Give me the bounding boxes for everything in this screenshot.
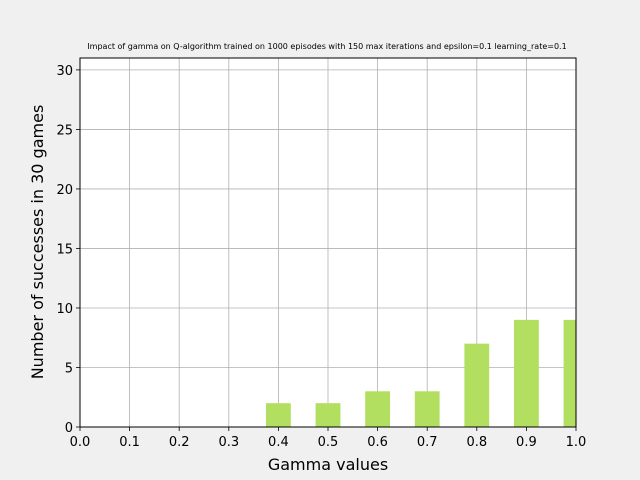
bar [266, 403, 291, 427]
bar [365, 391, 390, 427]
x-axis-ticks: 0.0 0.1 0.2 0.3 0.4 0.5 0.6 0.7 0.8 0.9 1.0 [70, 427, 587, 450]
y-tick-label: 15 [56, 242, 73, 257]
x-axis-label: Gamma values [268, 455, 388, 474]
y-tick-label: 5 [65, 361, 73, 376]
bars [266, 319, 576, 427]
x-tick-label: 0.5 [318, 435, 339, 450]
x-tick-label: 1.0 [566, 435, 587, 450]
x-tick-label: 0.3 [218, 435, 239, 450]
x-tick-label: 0.1 [119, 435, 140, 450]
x-tick-label: 0.4 [268, 435, 289, 450]
x-tick-label: 0.8 [466, 435, 487, 450]
bar [514, 319, 539, 427]
y-tick-label: 25 [56, 123, 73, 138]
x-tick-label: 0.0 [70, 435, 91, 450]
x-tick-label: 0.2 [169, 435, 190, 450]
x-tick-label: 0.7 [417, 435, 438, 450]
y-tick-label: 30 [56, 64, 73, 79]
y-tick-label: 0 [65, 421, 73, 436]
x-tick-label: 0.9 [516, 435, 537, 450]
y-tick-label: 10 [56, 302, 73, 317]
chart-title: Impact of gamma on Q-algorithm trained o… [87, 42, 566, 51]
bar [563, 319, 576, 427]
y-tick-label: 20 [56, 183, 73, 198]
bar [315, 403, 341, 427]
y-axis-label: Number of successes in 30 games [28, 105, 47, 380]
y-axis-ticks: 0 5 10 15 20 25 30 [56, 64, 80, 436]
bar [464, 343, 490, 427]
bar [414, 391, 440, 427]
x-tick-label: 0.6 [367, 435, 388, 450]
